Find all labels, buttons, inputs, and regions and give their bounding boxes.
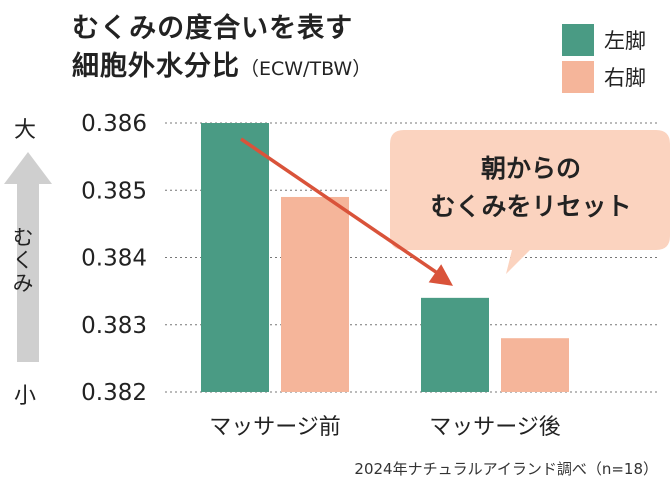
chart-title-main: 細胞外水分比 — [72, 51, 240, 82]
side-axis-top-label: 大 — [14, 118, 37, 143]
legend-label-right-leg: 右脚 — [604, 66, 646, 90]
trend-arrow-head — [428, 264, 453, 286]
x-category-label: マッサージ後 — [429, 415, 561, 440]
callout-bubble — [390, 130, 670, 274]
trend-arrow-line — [240, 137, 444, 279]
bar-left-leg-1 — [201, 123, 269, 392]
legend-label-left-leg: 左脚 — [604, 29, 646, 53]
source-note: 2024年ナチュラルアイランド調べ（n=18） — [354, 460, 658, 478]
side-axis-bottom-label: 小 — [14, 384, 37, 409]
legend-swatch-right-leg — [562, 61, 594, 93]
y-tick-label: 0.386 — [81, 111, 147, 137]
chart-title-line1: むくみの度合いを表す — [72, 13, 354, 44]
chart-title-line2: 細胞外水分比（ECW/TBW） — [72, 44, 371, 83]
legend-item-right-leg: 右脚 — [562, 61, 646, 93]
callout-text: 朝からの むくみをリセット — [430, 154, 632, 221]
y-tick-label: 0.382 — [81, 380, 147, 406]
y-tick-label: 0.385 — [81, 178, 147, 204]
legend-swatch-left-leg — [562, 24, 594, 56]
bar-right-leg-2 — [501, 338, 569, 392]
chart-title-suffix: （ECW/TBW） — [240, 58, 372, 80]
legend-item-left-leg: 左脚 — [562, 24, 646, 56]
side-axis-arrow — [4, 152, 52, 362]
y-tick-label: 0.384 — [81, 246, 147, 272]
x-category-label: マッサージ前 — [209, 415, 341, 440]
y-tick-label: 0.383 — [81, 313, 147, 339]
side-axis-label: むくみ — [10, 226, 34, 295]
bar-right-leg-1 — [281, 196, 349, 392]
bar-left-leg-2 — [421, 297, 489, 392]
